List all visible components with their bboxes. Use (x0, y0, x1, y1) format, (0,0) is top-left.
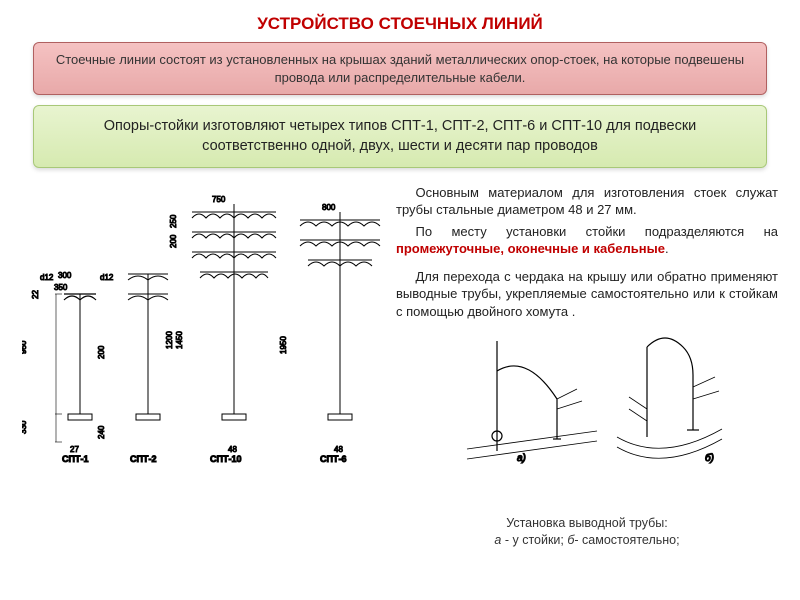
content-row: 950 330 22 d12 350 300 27 СПТ-1 СПТ-2 (0, 180, 800, 549)
dim-950: 950 (22, 340, 28, 354)
dim-350: 350 (54, 283, 68, 292)
dim-1200: 1200 (165, 330, 174, 348)
caption-a-text: - у стойки; (501, 533, 567, 547)
red-info-box: Стоечные линии состоят из установленных … (33, 42, 767, 95)
dim-22: 22 (31, 289, 40, 298)
dim-1450: 1450 (175, 330, 184, 348)
green-info-box: Опоры-стойки изготовляют четырех типов С… (33, 105, 767, 168)
p1bold: промежуточные, оконечные и кабельные (396, 241, 665, 256)
dim-800: 800 (322, 203, 336, 212)
dim-48b: 48 (334, 445, 343, 454)
p1a: Основным материалом для изготовления сто… (396, 185, 778, 218)
p2: Для перехода с чердака на крышу или обра… (396, 268, 778, 321)
post-diagram: 950 330 22 d12 350 300 27 СПТ-1 СПТ-2 (22, 184, 382, 549)
tube-b-label: б) (705, 452, 714, 464)
dim-300: 300 (58, 271, 72, 280)
body-text: Основным материалом для изготовления сто… (396, 184, 778, 549)
caption: Установка выводной трубы: а - у стойки; … (396, 515, 778, 549)
tube-diagram: a) б) (396, 331, 778, 476)
caption-line1: Установка выводной трубы: (506, 516, 668, 530)
dim-200b: 200 (169, 234, 178, 248)
label-spt10: СПТ-10 (210, 454, 241, 464)
tube-a-label: a) (517, 453, 526, 464)
dim-d12-1: d12 (40, 273, 54, 282)
dim-330: 330 (22, 420, 28, 434)
p1end: . (665, 241, 669, 256)
page-title: УСТРОЙСТВО СТОЕЧНЫХ ЛИНИЙ (0, 0, 800, 42)
dim-200a: 200 (97, 345, 106, 359)
dim-240a: 240 (97, 425, 106, 439)
label-spt2: СПТ-2 (130, 454, 156, 464)
dim-250a: 250 (169, 214, 178, 228)
dim-48a: 48 (228, 445, 237, 454)
label-spt6: СПТ-6 (320, 454, 346, 464)
label-spt1: СПТ-1 (62, 454, 88, 464)
caption-b-text: - самостоятельно; (574, 533, 679, 547)
dim-1950: 1950 (279, 335, 288, 353)
p1b: По месту установки стойки подразделяются… (416, 224, 779, 239)
dim-750: 750 (212, 195, 226, 204)
dim-27: 27 (70, 445, 79, 454)
dim-d12-2: d12 (100, 273, 114, 282)
